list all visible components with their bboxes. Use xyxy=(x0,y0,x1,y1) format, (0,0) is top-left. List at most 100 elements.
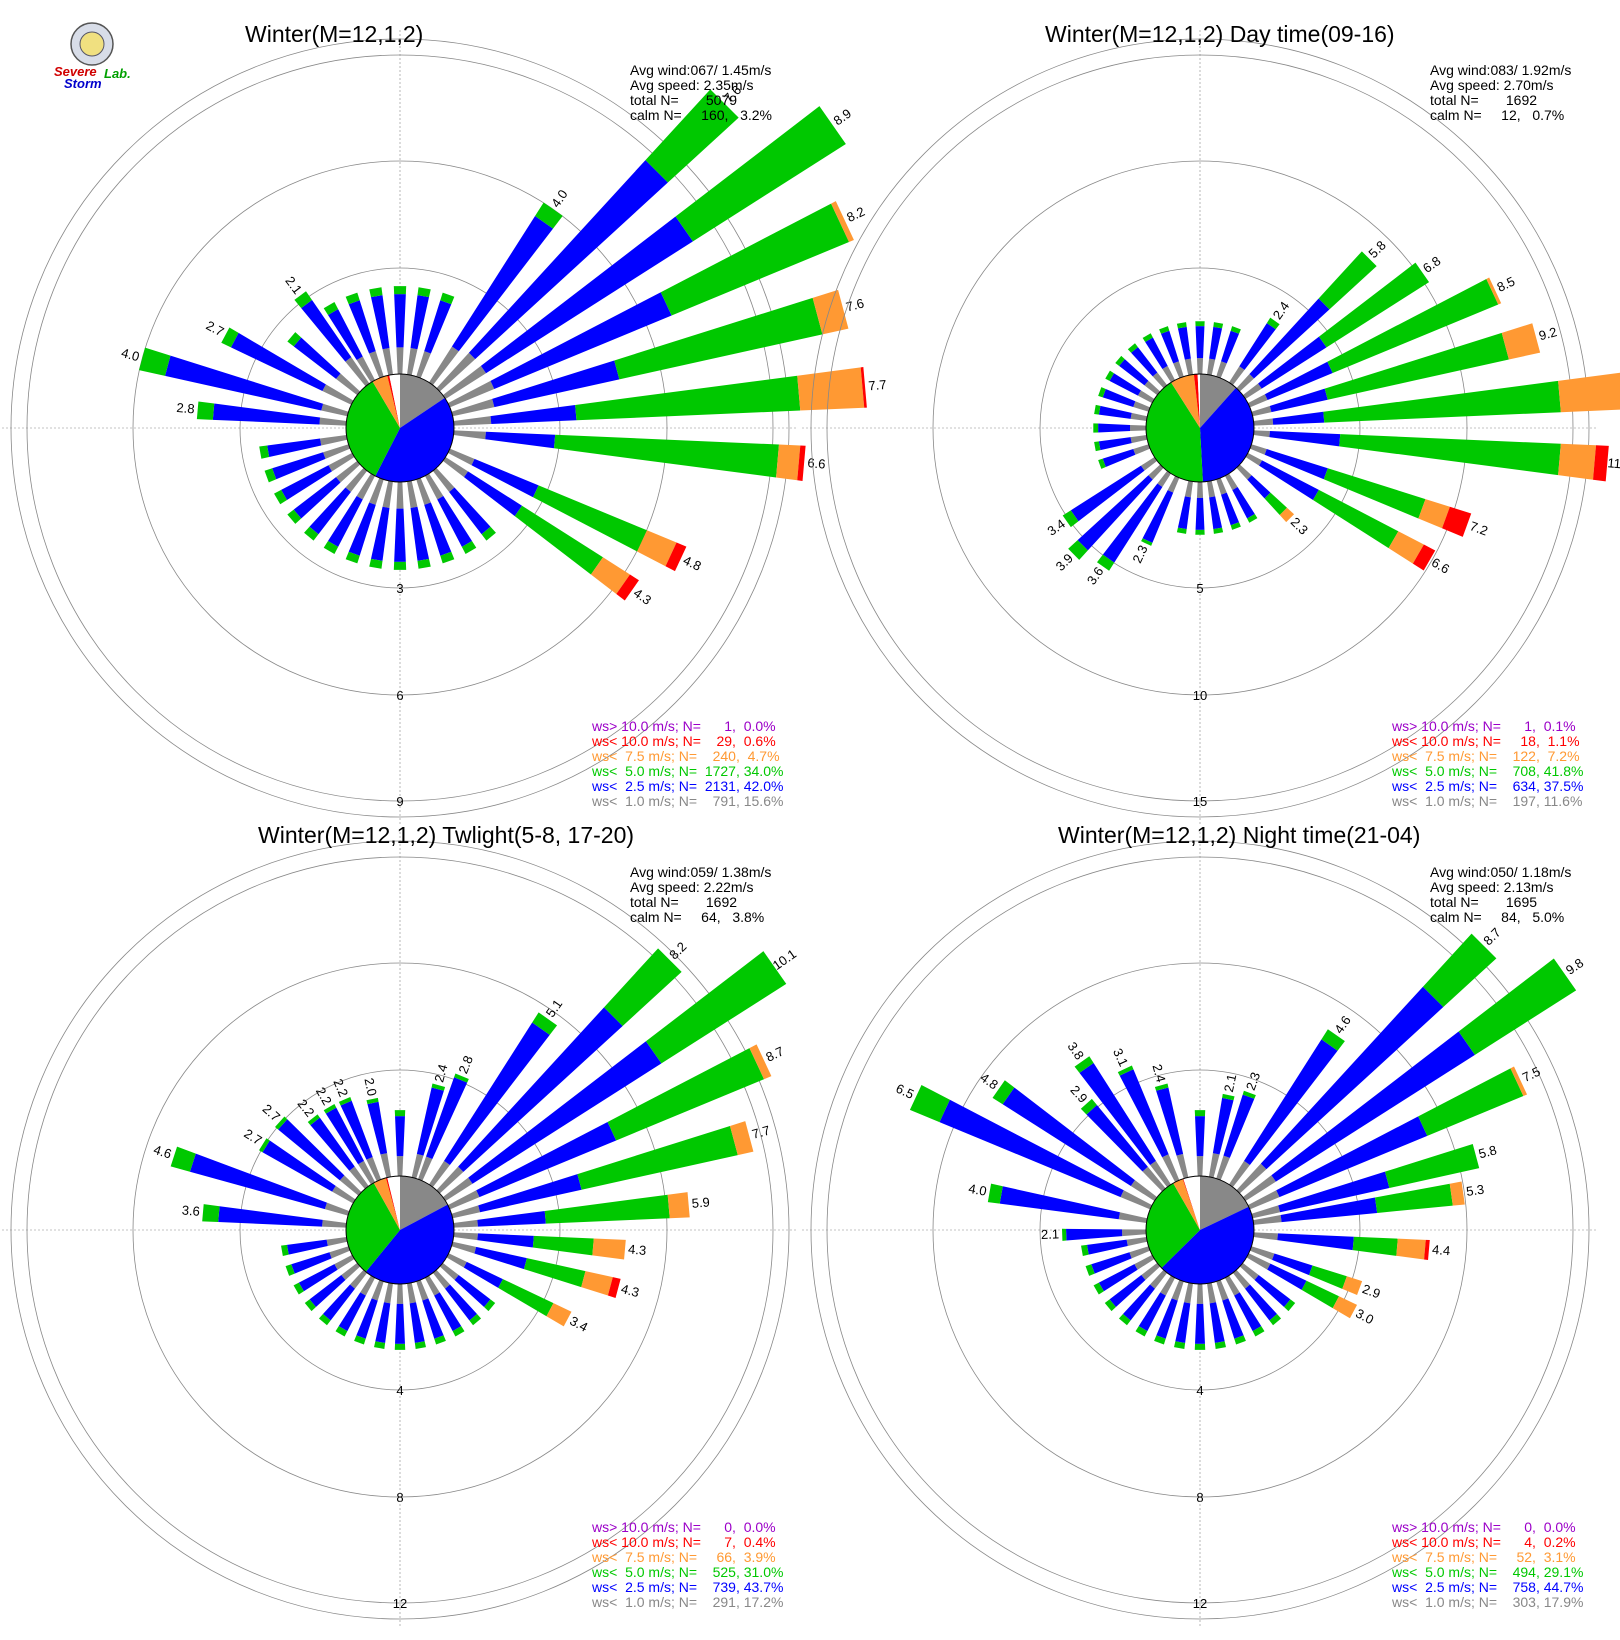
bar-total-label: 4.0 xyxy=(967,1181,987,1199)
pie-slice xyxy=(1200,387,1254,482)
bar-total-label: 9.2 xyxy=(1537,324,1558,343)
bar-segment xyxy=(322,1284,355,1321)
bar-segment xyxy=(1229,1160,1250,1188)
bar-segment xyxy=(797,445,806,481)
bar-segment xyxy=(358,1160,376,1185)
wind-rose-panel: 3694.07.68.98.27.67.76.64.84.34.02.82.72… xyxy=(2,21,887,826)
stat-line: Avg speed: 2.13m/s xyxy=(1430,879,1553,895)
bar-segment xyxy=(395,1303,405,1344)
bar-segment xyxy=(394,508,406,562)
bar-segment xyxy=(1176,527,1187,534)
bar-segment xyxy=(366,1156,382,1182)
bar-segment xyxy=(1510,1066,1528,1097)
bar-segment xyxy=(341,1262,361,1280)
bar-segment xyxy=(274,489,287,505)
bar-segment xyxy=(301,299,352,362)
bar-segment xyxy=(1234,1335,1246,1345)
bar-segment xyxy=(417,558,431,569)
bar-segment xyxy=(1236,374,1254,392)
bar-segment xyxy=(1272,411,1325,425)
bar-segment xyxy=(294,291,313,309)
ring-label: 12 xyxy=(1193,1596,1207,1611)
bar-segment xyxy=(474,1246,527,1270)
bar-segment xyxy=(1249,298,1330,379)
bar-total-label: 6.6 xyxy=(807,455,826,472)
bar-segment xyxy=(442,365,487,399)
bar-segment xyxy=(1196,481,1204,498)
bar-segment xyxy=(323,444,351,459)
bar-segment xyxy=(1342,1276,1363,1296)
bar-segment xyxy=(287,509,302,524)
bar-segment xyxy=(675,106,846,242)
bar-segment xyxy=(453,1232,478,1241)
bar-segment xyxy=(1086,1239,1128,1255)
bar-segment xyxy=(310,1117,355,1171)
bar-segment xyxy=(424,300,452,354)
bar-segment xyxy=(447,380,495,408)
bar-segment xyxy=(393,286,407,295)
bar-segment xyxy=(366,1097,379,1105)
bar-segment xyxy=(451,216,554,352)
bar-total-label: 2.3 xyxy=(1129,543,1150,566)
bar-segment xyxy=(1098,458,1106,469)
bar-segment xyxy=(328,496,363,547)
bar-segment xyxy=(348,502,376,556)
bar-segment xyxy=(1209,1302,1225,1344)
bar-segment xyxy=(1458,958,1577,1055)
bar-segment xyxy=(1086,1104,1148,1172)
bar-segment xyxy=(1242,1090,1256,1099)
bar-segment xyxy=(1195,1116,1205,1157)
bar-segment xyxy=(1175,1302,1191,1344)
bar-segment xyxy=(1130,1180,1158,1201)
bar-segment xyxy=(1120,1190,1153,1210)
ring-label: 15 xyxy=(1193,794,1207,809)
bar-segment xyxy=(645,89,739,183)
bar-segment xyxy=(221,327,239,348)
bar-segment xyxy=(1422,933,1497,1008)
bar-segment xyxy=(230,332,326,391)
bar-segment xyxy=(1269,388,1328,413)
bar-segment xyxy=(476,1121,617,1198)
bar-segment xyxy=(416,477,431,505)
bar-segment xyxy=(1154,1335,1166,1345)
bar-total-label: 6.8 xyxy=(1420,253,1443,276)
bar-total-label: 2.7 xyxy=(260,1101,283,1124)
bar-segment xyxy=(429,346,459,386)
bar-segment xyxy=(577,1125,738,1190)
bar-segment xyxy=(1207,358,1216,376)
bar-segment xyxy=(1167,475,1180,493)
bar-total-label: 6.5 xyxy=(894,1081,917,1102)
bar-segment xyxy=(334,1254,355,1270)
bar-total-label: 2.3 xyxy=(1288,514,1311,537)
bar-segment xyxy=(259,1138,270,1153)
bar-total-label: 3.1 xyxy=(1110,1046,1131,1069)
pie-outline xyxy=(345,373,455,483)
bar-segment xyxy=(1442,506,1472,537)
panel-title: Winter(M=12,1,2) Twlight(5-8, 17-20) xyxy=(258,822,634,848)
bar-segment xyxy=(939,1099,1124,1198)
bar-segment xyxy=(1254,1275,1291,1308)
bar-segment xyxy=(329,1246,351,1259)
bar-segment xyxy=(416,1087,444,1156)
legend-entry: ws> 10.0 m/s; N= 0, 0.0% xyxy=(1391,1519,1576,1535)
bar-total-label: 2.1 xyxy=(1221,1073,1239,1094)
bar-segment xyxy=(396,1283,404,1304)
bar-segment xyxy=(535,202,563,229)
bar-segment xyxy=(1280,1197,1378,1223)
bar-segment xyxy=(281,465,332,500)
wind-rose-panel: 510152.45.86.88.59.212.111.17.26.62.32.3… xyxy=(802,21,1620,826)
bar-segment xyxy=(1140,457,1158,471)
bar-segment xyxy=(1272,1253,1313,1276)
bar-segment xyxy=(1137,390,1155,404)
bar-segment xyxy=(1266,317,1280,330)
bar-segment xyxy=(532,1235,594,1256)
bar-segment xyxy=(1323,380,1561,423)
bar-segment xyxy=(1184,358,1193,376)
bar-segment xyxy=(1081,1244,1089,1256)
bar-segment xyxy=(1208,1153,1220,1178)
bar-segment xyxy=(616,574,639,601)
ring-label: 9 xyxy=(396,794,403,809)
legend-entry: ws< 2.5 m/s; N= 739, 43.7% xyxy=(591,1579,783,1595)
bar-segment xyxy=(1127,343,1138,353)
pie-slice xyxy=(373,1177,400,1230)
